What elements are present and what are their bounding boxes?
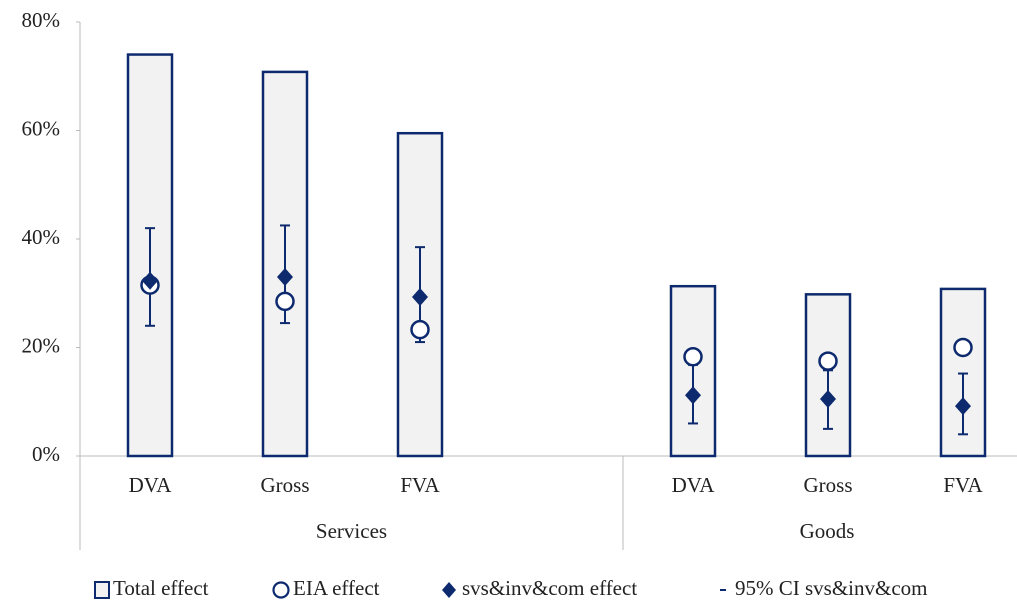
svs-marker xyxy=(142,271,158,290)
legend-label: EIA effect xyxy=(293,576,380,600)
group-label: Goods xyxy=(800,519,855,543)
eia-marker xyxy=(953,337,973,358)
eia-marker xyxy=(818,351,838,371)
x-tick-label: FVA xyxy=(943,473,983,497)
bar xyxy=(669,284,717,458)
x-tick-label: DVA xyxy=(672,473,716,497)
legend-swatch xyxy=(94,581,110,599)
svs-marker xyxy=(955,397,971,416)
legend-label: svs&inv&com effect xyxy=(462,576,637,600)
legend-swatch xyxy=(272,581,290,599)
legend-swatch xyxy=(442,582,456,598)
eia-marker xyxy=(410,319,430,340)
y-tick-label: 80% xyxy=(22,8,61,32)
svs-marker xyxy=(412,288,428,307)
legend-label: Total effect xyxy=(113,576,209,600)
svs-marker xyxy=(277,267,293,286)
group-label: Services xyxy=(316,519,387,543)
y-tick-label: 0% xyxy=(32,442,60,466)
x-tick-label: Gross xyxy=(803,473,852,497)
y-tick-label: 60% xyxy=(22,116,61,140)
svs-marker xyxy=(685,386,701,405)
y-tick-label: 40% xyxy=(22,225,61,249)
legend-label: 95% CI svs&inv&com xyxy=(735,576,928,600)
svs-marker xyxy=(820,390,836,409)
eia-marker xyxy=(275,291,295,312)
x-tick-label: DVA xyxy=(129,473,173,497)
x-tick-label: FVA xyxy=(400,473,440,497)
x-tick-label: Gross xyxy=(260,473,309,497)
y-tick-label: 20% xyxy=(22,333,61,357)
eia-marker xyxy=(683,346,703,367)
